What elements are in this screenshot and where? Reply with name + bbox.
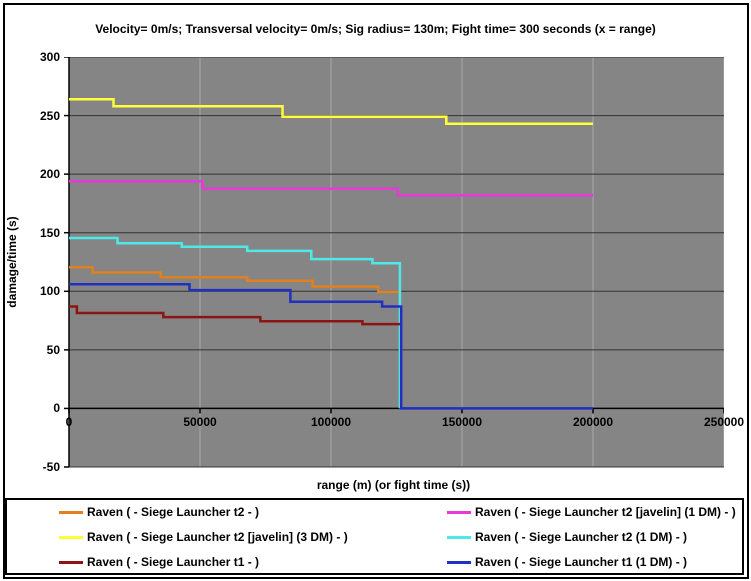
x-tick-label: 100000 [310,415,352,430]
y-tick-label: 0 [53,401,60,416]
legend: Raven ( - Siege Launcher t2 - ) Raven ( -… [5,498,744,575]
series-line-3 [69,236,402,409]
y-tick-label: 100 [39,284,60,299]
x-tick-label: 250000 [703,415,745,430]
legend-label: Raven ( - Siege Launcher t1 - ) [87,555,260,569]
y-tick-label: 250 [39,108,60,123]
legend-label: Raven ( - Siege Launcher t2 [javelin] (1… [475,505,736,519]
plot-svg [64,57,724,468]
legend-label: Raven ( - Siege Launcher t2 (1 DM) - ) [475,530,688,544]
y-axis-title: damage/time (s) [5,216,19,308]
y-tick-label: 50 [46,342,60,357]
legend-swatch [59,561,83,564]
legend-swatch [59,536,83,539]
x-tick-label: 150000 [441,415,483,430]
x-tick-label: 50000 [183,415,217,430]
y-tick-label: 200 [39,167,60,182]
legend-swatch [59,511,83,514]
chart-title: Velocity= 0m/s; Transversal velocity= 0m… [95,22,656,36]
legend-label: Raven ( - Siege Launcher t1 (1 DM) - ) [475,555,688,569]
legend-label: Raven ( - Siege Launcher t2 - ) [87,505,260,519]
series-line-2 [69,97,593,126]
legend-swatch [447,511,471,514]
legend-swatch [447,536,471,539]
series-line-5 [69,283,593,410]
x-tick-label: 0 [65,415,73,430]
series-line-0 [69,266,400,294]
x-axis-title: range (m) (or fight time (s)) [316,478,471,492]
legend-label: Raven ( - Siege Launcher t2 [javelin] (3… [87,530,348,544]
chart-outer-border [3,3,749,579]
y-tick-label: 300 [39,50,60,64]
legend-swatch [447,561,471,564]
y-tick-label: 150 [39,225,60,240]
series-line-4 [69,305,403,326]
y-tick-label: -50 [42,460,60,474]
series-line-1 [69,179,593,197]
x-tick-label: 200000 [572,415,614,430]
